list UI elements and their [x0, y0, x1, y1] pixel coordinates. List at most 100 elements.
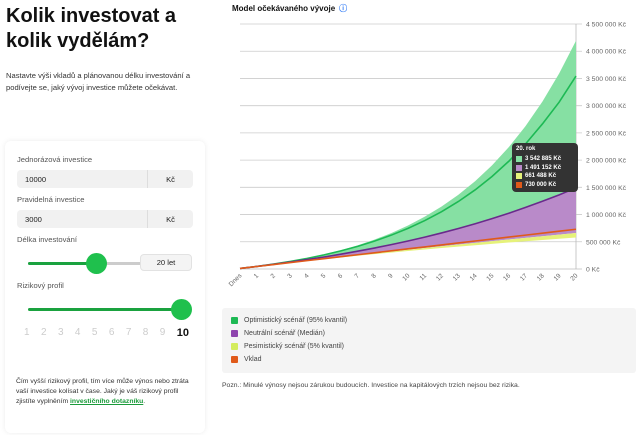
neutral-band [240, 187, 576, 269]
tooltip-value: 730 000 Kč [525, 181, 557, 188]
legend-item[interactable]: Optimistický scénář (95% kvantil) [231, 314, 636, 327]
y-tick-label: 1 500 000 Kč [586, 185, 627, 192]
risk-tick[interactable]: 8 [142, 327, 149, 338]
questionnaire-link[interactable]: investičního dotazníku [70, 397, 144, 405]
y-tick-label: 3 000 000 Kč [586, 103, 627, 110]
x-tick-label: 14 [469, 272, 479, 282]
note-text: Čím vyšší rizikový profil, tím více může… [16, 378, 189, 405]
disclaimer: Pozn.: Minulé výnosy nejsou zárukou budo… [222, 382, 520, 389]
risk-tick[interactable]: 3 [57, 327, 64, 338]
tooltip-row: 730 000 Kč [516, 181, 574, 190]
x-tick-label: 16 [502, 272, 512, 282]
pessimistic-band [240, 232, 576, 269]
x-tick-label: 10 [401, 272, 411, 282]
x-tick-label: 17 [519, 272, 529, 282]
legend-item[interactable]: Neutrální scénář (Medián) [231, 327, 636, 340]
risk-tick[interactable]: 10 [176, 327, 189, 339]
risk-tick[interactable]: 2 [40, 327, 47, 338]
projection-chart: 0 Kč 500 000 Kč 1 000 000 Kč 1 500 000 Kč 2 … [228, 22, 627, 289]
x-tick-label: 6 [337, 272, 345, 280]
x-tick-label: 18 [536, 272, 546, 282]
legend-label: Optimistický scénář (95% kvantil) [244, 317, 348, 324]
legend-swatch [231, 330, 238, 337]
legend-swatch [231, 317, 238, 324]
x-tick-label: 7 [354, 272, 362, 280]
risk-label: Rizikový profil [17, 281, 64, 290]
risk-tick[interactable]: 1 [24, 327, 30, 338]
x-tick-label: 20 [569, 272, 579, 282]
y-tick-label: 2 000 000 Kč [586, 158, 627, 165]
risk-note: Čím vyšší rizikový profil, tím více může… [16, 377, 198, 406]
chart-legend: Optimistický scénář (95% kvantil) Neutrál… [222, 308, 636, 373]
tooltip-value: 1 491 152 Kč [525, 164, 562, 171]
deposit-line [239, 228, 577, 270]
x-tick-label: Dnes [228, 272, 244, 288]
legend-item[interactable]: Vklad [231, 353, 636, 366]
tooltip-title: 20. rok [516, 146, 536, 152]
risk-tick[interactable]: 5 [91, 327, 98, 338]
currency-unit: Kč [147, 170, 193, 188]
x-tick-label: 4 [303, 272, 311, 280]
one-time-label: Jednorázová investice [17, 155, 93, 164]
risk-slider-handle[interactable] [171, 299, 192, 320]
regular-input[interactable]: 3000 Kč [17, 210, 193, 228]
legend-label: Pesimistický scénář (5% kvantil) [244, 343, 344, 350]
chart-tooltip: 20. rok 3 542 885 Kč 1 491 152 Kč 661 488 … [512, 143, 578, 192]
tooltip-swatch [516, 156, 522, 163]
calculator-form: Jednorázová investice 10000 Kč Pravidelná… [5, 141, 205, 433]
tooltip-swatch [516, 164, 522, 171]
tooltip-row: 1 491 152 Kč [516, 164, 574, 173]
optimistic-band [240, 40, 576, 269]
legend-label: Vklad [244, 356, 262, 363]
tooltip-swatch [516, 181, 522, 188]
risk-tick[interactable]: 7 [125, 327, 132, 338]
chart-title-text: Model očekávaného vývoje [232, 4, 336, 13]
tooltip-row: 3 542 885 Kč [516, 155, 574, 164]
risk-slider-track[interactable] [28, 308, 183, 311]
y-tick-label: 4 000 000 Kč [586, 49, 627, 56]
currency-unit: Kč [147, 210, 193, 228]
x-tick-label: 9 [387, 272, 395, 280]
legend-label: Neutrální scénář (Medián) [244, 330, 325, 337]
regular-value[interactable]: 3000 [25, 214, 42, 224]
x-tick-label: 11 [418, 272, 428, 282]
legend-swatch [231, 343, 238, 350]
tooltip-value: 3 542 885 Kč [525, 156, 562, 163]
intro-text: Nastavte výši vkladů a plánovanou délku … [6, 71, 191, 92]
risk-tick[interactable]: 9 [159, 327, 166, 338]
duration-slider-fill [28, 262, 96, 265]
x-tick-label: 1 [253, 272, 261, 280]
duration-slider-handle[interactable] [85, 253, 107, 274]
legend-item[interactable]: Pesimistický scénář (5% kvantil) [231, 340, 636, 353]
page-title: Kolik investovat a kolik vydělám? [6, 5, 177, 52]
x-tick-label: 13 [452, 272, 462, 282]
duration-value[interactable]: 20 let [140, 254, 192, 271]
x-tick-label: 8 [370, 272, 378, 280]
tooltip-swatch [516, 173, 522, 180]
risk-tick[interactable]: 4 [74, 327, 81, 338]
one-time-input[interactable]: 10000 Kč [17, 170, 193, 188]
x-tick-label: 12 [435, 272, 445, 282]
risk-ticks: 1 2 3 4 5 6 7 8 9 10 [24, 327, 189, 339]
regular-label: Pravidelná investice [17, 195, 85, 204]
x-tick-label: 15 [485, 272, 495, 282]
x-tick-label: 5 [320, 272, 328, 280]
one-time-value[interactable]: 10000 [25, 174, 47, 184]
x-tick-label: 2 [270, 272, 278, 280]
tooltip-row: 661 488 Kč [516, 172, 574, 181]
duration-label: Délka investování [17, 235, 77, 244]
chart-title: Model očekávaného vývoje ⓘ [232, 3, 347, 14]
y-tick-label: 0 Kč [586, 267, 600, 274]
note-end: . [143, 397, 146, 405]
y-tick-label: 4 500 000 Kč [586, 22, 627, 29]
y-tick-label: 2 500 000 Kč [586, 130, 627, 137]
x-tick-label: 3 [286, 272, 294, 280]
question-circle-icon[interactable]: ⓘ [339, 4, 348, 13]
y-tick-label: 1 000 000 Kč [586, 212, 627, 219]
legend-swatch [231, 356, 238, 363]
y-tick-label: 500 000 Kč [586, 239, 621, 246]
risk-tick[interactable]: 6 [108, 327, 115, 338]
y-tick-label: 3 500 000 Kč [586, 76, 627, 83]
x-tick-label: 19 [553, 272, 563, 282]
tooltip-value: 661 488 Kč [525, 173, 557, 180]
